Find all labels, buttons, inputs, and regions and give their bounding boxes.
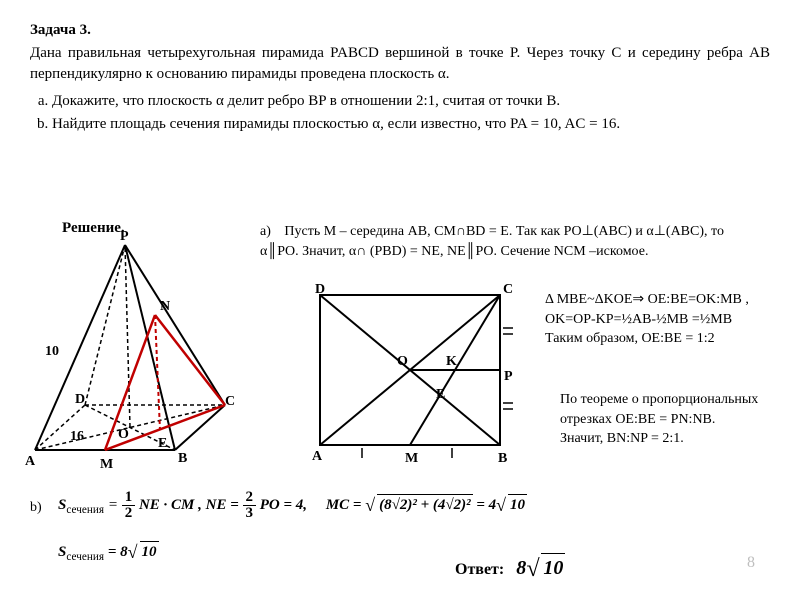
sq-C: C — [503, 282, 513, 297]
sq-D: D — [315, 282, 325, 297]
b-marker: b) — [30, 498, 42, 518]
label-O: O — [118, 427, 129, 442]
label-B: B — [178, 451, 187, 466]
sq-M: M — [405, 451, 418, 466]
pyramid-diagram: P N D C A M B E O 10 16 — [20, 225, 250, 475]
answer: Ответ: 8√10 — [455, 553, 565, 587]
ne-cm: NE · CM — [139, 497, 194, 513]
label-P: P — [120, 229, 129, 244]
S-subscript: сечения — [66, 504, 104, 516]
po-eq: PO = 4, — [260, 497, 307, 513]
explanation-a: a) Пусть M – середина AB, CM∩BD = E. Так… — [260, 222, 760, 261]
problem-title: Задача 3. — [30, 20, 770, 41]
sq-O: O — [397, 354, 408, 369]
problem-statement: Дана правильная четырехугольная пирамида… — [30, 43, 770, 85]
label-M: M — [100, 457, 113, 472]
label-C: C — [225, 394, 235, 409]
label-N: N — [160, 299, 170, 314]
sq-B: B — [498, 451, 507, 466]
label-A: A — [25, 454, 36, 469]
sq-K: K — [446, 354, 457, 369]
answer-label: Ответ: — [455, 561, 504, 578]
formula-section-area: Sсечения = 12 NE · CM , NE = 23 PO = 4, … — [58, 490, 527, 521]
label-E: E — [158, 436, 167, 451]
label-10: 10 — [45, 344, 59, 359]
sq-P: P — [504, 369, 513, 384]
page-number: 8 — [747, 552, 755, 574]
explanation-a-text: Пусть M – середина AB, CM∩BD = E. Так ка… — [260, 224, 724, 259]
explanation-right-1: Δ MBE~ΔKOE⇒ OE:BE=OK:MB , OK=OP-KP=½AB-½… — [545, 290, 765, 349]
part-a: Докажите, что плоскость α делит ребро BP… — [52, 91, 770, 112]
S-subscript-2: сечения — [66, 551, 104, 563]
sq-A: A — [312, 449, 323, 464]
ne-eq: , NE = — [198, 497, 239, 513]
explanation-right-2: По теореме о пропорциональных отрезках O… — [560, 390, 760, 449]
formula-final: Sсечения = 8√10 — [58, 540, 159, 566]
square-diagram: D C A M B O K E P — [290, 280, 535, 470]
mc-eq: MC = — [326, 497, 362, 513]
a-marker: a) — [260, 224, 271, 239]
label-16: 16 — [70, 429, 84, 444]
part-b: Найдите площадь сечения пирамиды плоскос… — [52, 114, 770, 135]
sq-E: E — [436, 387, 445, 402]
label-D: D — [75, 392, 85, 407]
